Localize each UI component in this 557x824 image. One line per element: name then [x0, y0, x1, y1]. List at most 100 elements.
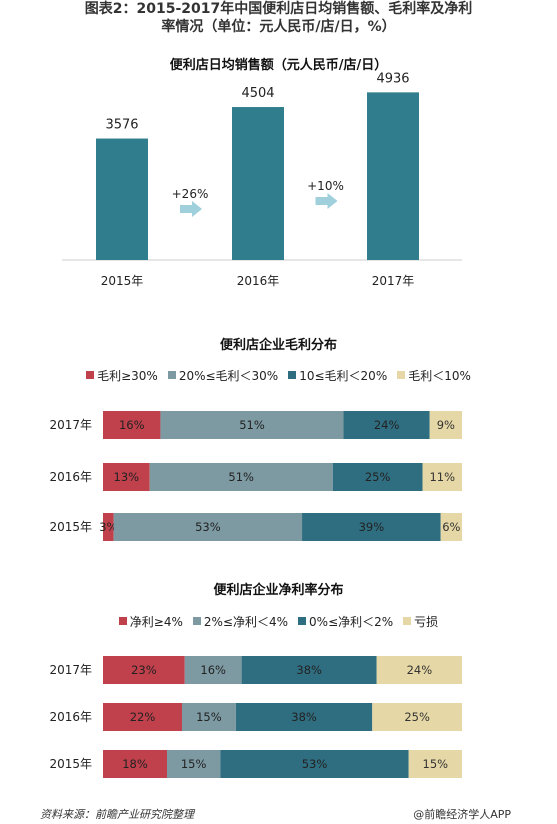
segment-value-label: 15% [181, 757, 207, 771]
growth-label: +26% [172, 187, 209, 201]
legend-swatch [397, 371, 406, 379]
stacked-bar-segment [103, 411, 161, 439]
sales-bar [96, 138, 148, 260]
stacked-bar-segment [184, 656, 242, 684]
stacked-bar-segment [332, 463, 423, 491]
growth-arrow-icon [180, 201, 202, 217]
stacked-bar-segment [149, 463, 333, 491]
stacked-bar-segment [440, 513, 462, 541]
legend-item: 2%≤净利＜4% [192, 613, 289, 630]
segment-value-label: 25% [404, 710, 430, 724]
segment-value-label: 15% [423, 757, 449, 771]
row-category-label: 2015年 [49, 757, 92, 771]
legend-label: 亏损 [414, 614, 439, 629]
segment-value-label: 51% [239, 418, 265, 432]
stacked-bar-segment [103, 513, 114, 541]
stacked-bar-segment [408, 750, 462, 778]
legend-swatch [288, 371, 297, 379]
legend-label: 毛利≥30% [97, 368, 158, 383]
main-title-line2: 率情况（单位：元人民币/店/日，%） [161, 19, 396, 35]
segment-value-label: 15% [196, 710, 222, 724]
legend-label: 2%≤净利＜4% [203, 614, 289, 629]
row-category-label: 2016年 [49, 710, 92, 724]
main-title-line1: 图表2：2015-2017年中国便利店日均销售额、毛利率及净利 [84, 1, 473, 17]
segment-value-label: 22% [130, 710, 156, 724]
row-category-label: 2017年 [49, 663, 92, 677]
legend-label: 20%≤毛利＜30% [178, 368, 279, 383]
stacked-bar-segment [235, 703, 373, 731]
stacked-bar-segment [160, 411, 344, 439]
stacked-bar-segment [422, 463, 462, 491]
main-title: 图表2：2015-2017年中国便利店日均销售额、毛利率及净利 率情况（单位：元… [0, 0, 557, 36]
legend-swatch [118, 617, 127, 625]
growth-label: +10% [307, 179, 344, 193]
stacked-bar-segment [220, 750, 409, 778]
net-margin-chart-title: 便利店企业净利率分布 [213, 583, 344, 598]
segment-value-label: 11% [429, 470, 455, 484]
legend-item: 净利≥4% [118, 613, 183, 630]
legend-item: 0%≤净利＜2% [298, 613, 393, 630]
segment-value-label: 23% [131, 663, 157, 677]
legend-item: 亏损 [403, 613, 438, 630]
row-category-label: 2016年 [49, 470, 92, 484]
legend-label: 毛利＜10% [408, 368, 471, 383]
row-category-label: 2015年 [49, 520, 92, 534]
legend-item: 10≤毛利＜20% [288, 367, 387, 384]
row-category-label: 2017年 [49, 418, 92, 432]
segment-value-label: 53% [302, 757, 328, 771]
legend-label: 10≤毛利＜20% [299, 368, 388, 383]
stacked-bar-segment [376, 656, 462, 684]
stacked-bar-segment [429, 411, 462, 439]
stacked-bar-segment [103, 703, 182, 731]
growth-arrow-icon [315, 193, 338, 209]
sales-value-label: 4504 [241, 86, 274, 101]
segment-value-label: 6% [442, 520, 460, 534]
stacked-bar-segment [372, 703, 462, 731]
credit-note: @前瞻经济学人APP [413, 808, 511, 821]
legend-item: 毛利＜10% [397, 367, 471, 384]
segment-value-label: 53% [195, 520, 221, 534]
segment-value-label: 16% [119, 418, 145, 432]
segment-value-label: 16% [200, 663, 226, 677]
segment-value-label: 18% [122, 757, 148, 771]
stacked-bar-segment [166, 750, 221, 778]
segment-value-label: 38% [296, 663, 322, 677]
sales-category-label: 2015年 [101, 274, 144, 288]
legend-swatch [167, 371, 176, 379]
sales-chart-title: 便利店日均销售额（元人民币/店/日） [169, 58, 388, 73]
sales-bar [367, 92, 419, 260]
gross-margin-legend: 毛利≥30% 20%≤毛利＜30% 10≤毛利＜20% 毛利＜10% [0, 366, 557, 384]
source-note: 资料来源：前瞻产业研究院整理 [40, 808, 194, 821]
legend-swatch [86, 371, 95, 379]
gross-margin-chart-title: 便利店企业毛利分布 [219, 338, 337, 353]
legend-item: 20%≤毛利＜30% [167, 367, 279, 384]
legend-label: 净利≥4% [129, 614, 183, 629]
sales-bar [232, 107, 284, 260]
segment-value-label: 9% [437, 418, 455, 432]
segment-value-label: 13% [114, 470, 140, 484]
legend-swatch [192, 617, 201, 625]
stacked-bar-segment [343, 411, 430, 439]
stacked-bar-segment [181, 703, 236, 731]
stacked-bar-segment [302, 513, 441, 541]
stacked-bar-segment [103, 463, 150, 491]
legend-swatch [403, 617, 412, 625]
sales-category-label: 2017年 [372, 274, 415, 288]
net-margin-legend: 净利≥4% 2%≤净利＜4% 0%≤净利＜2% 亏损 [0, 612, 557, 630]
legend-label: 0%≤净利＜2% [309, 614, 394, 629]
stacked-bar-segment [113, 513, 303, 541]
legend-item: 毛利≥30% [86, 367, 158, 384]
segment-value-label: 25% [365, 470, 391, 484]
stacked-bar-segment [241, 656, 377, 684]
stacked-bar-segment [103, 656, 185, 684]
sales-value-label: 4936 [376, 71, 409, 86]
segment-value-label: 24% [374, 418, 400, 432]
segment-value-label: 24% [407, 663, 433, 677]
sales-value-label: 3576 [105, 118, 138, 133]
stacked-bar-segment [103, 750, 167, 778]
legend-swatch [298, 617, 307, 625]
segment-value-label: 38% [291, 710, 317, 724]
segment-value-label: 3% [99, 520, 117, 534]
segment-value-label: 51% [228, 470, 254, 484]
